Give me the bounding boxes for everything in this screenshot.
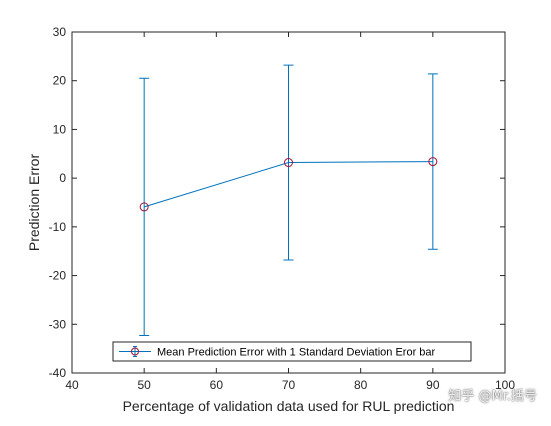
y-tick-label: -10 [49,220,67,234]
x-tick-label: 80 [354,378,368,392]
y-tick-label: 0 [59,171,66,185]
y-tick-label: 20 [53,74,67,88]
legend-box [112,341,472,362]
watermark: 知乎 @Mr.括号 [448,389,537,404]
data-point-marker [139,202,149,212]
y-tick-label: -30 [49,317,67,331]
y-tick-label: 10 [53,122,67,136]
series-line [144,161,433,208]
y-tick-label: -40 [49,366,67,380]
x-tick-label: 40 [65,378,79,392]
x-tick-label: 50 [137,378,151,392]
y-tick-label: -20 [49,269,67,283]
x-tick-label: 70 [282,378,296,392]
y-axis-label: Prediction Error [26,154,42,252]
x-tick-label: 60 [210,378,224,392]
y-tick-label: 30 [53,25,67,39]
data-point-marker [428,157,438,167]
legend-marker-sample [131,347,139,356]
legend: Mean Prediction Error with 1 Standard De… [112,341,472,362]
x-axis-label: Percentage of validation data used for R… [123,398,455,414]
x-tick-label: 90 [426,378,440,392]
series-markers [139,157,438,212]
data-point-marker [284,158,293,168]
legend-entry-label: Mean Prediction Error with 1 Standard De… [157,347,436,359]
series-lines [144,161,433,208]
x-tick-label: 100 [495,378,515,392]
axis-ticks: 40 50 60 70 80 90 100 -40 -30 -20 -10 0 10 20 30 [49,25,516,392]
